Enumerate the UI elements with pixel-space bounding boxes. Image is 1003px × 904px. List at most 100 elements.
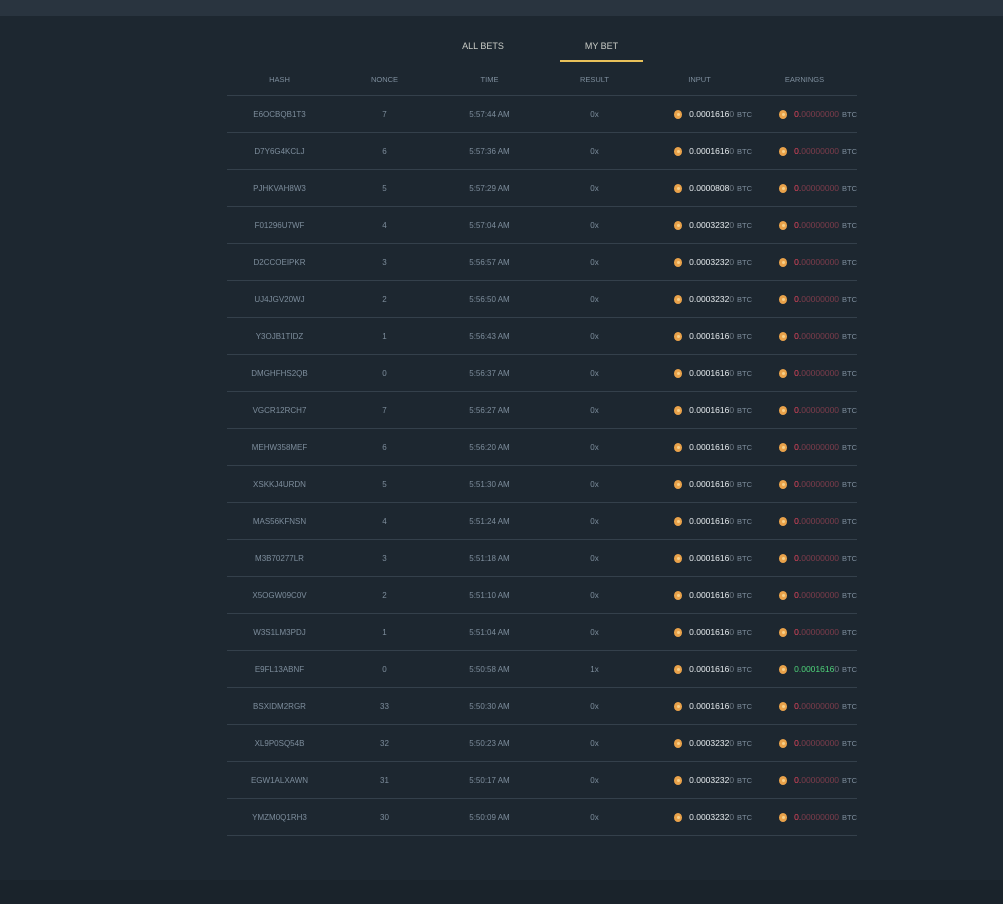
earnings-amount-tail: 00000000 (801, 627, 840, 637)
input-currency: BTC (737, 183, 752, 193)
hash-cell[interactable]: XL9P0SQ54B (254, 738, 305, 748)
hash-cell[interactable]: E6OCBQB1T3 (253, 109, 306, 119)
hash-cell[interactable]: W3S1LM3PDJ (253, 627, 306, 637)
nonce-cell: 3 (382, 553, 387, 563)
bitcoin-coin-icon (779, 368, 788, 378)
hash-cell[interactable]: D7Y6G4KCLJ (254, 146, 305, 156)
input-cell: 0.00016160 BTC (647, 516, 752, 526)
hash-cell[interactable]: E9FL13ABNF (254, 664, 305, 674)
hash-cell[interactable]: YMZM0Q1RH3 (252, 812, 307, 822)
earnings-cell: 0.00000000 BTC (752, 627, 857, 637)
bitcoin-coin-icon (779, 257, 788, 267)
hash-cell[interactable]: PJHKVAH8W3 (253, 183, 306, 193)
earnings-amount: 0.00000000 (794, 257, 842, 267)
hash-cell[interactable]: F01296U7WF (254, 220, 305, 230)
earnings-cell: 0.00016160 BTC (752, 664, 857, 674)
table-row[interactable]: E6OCBQB1T3 7 5:57:44 AM 0x 0.00016160 BT… (227, 96, 857, 133)
input-currency: BTC (737, 294, 752, 304)
earnings-amount-main: 0. (794, 701, 802, 711)
earnings-amount: 0.00000000 (794, 701, 842, 711)
earnings-amount: 0.00000000 (794, 812, 842, 822)
table-row[interactable]: W3S1LM3PDJ 1 5:51:04 AM 0x 0.00016160 BT… (227, 614, 857, 651)
table-row[interactable]: E9FL13ABNF 0 5:50:58 AM 1x 0.00016160 BT… (227, 651, 857, 688)
table-row[interactable]: D2CCOEIPKR 3 5:56:57 AM 0x 0.00032320 BT… (227, 244, 857, 281)
table-row[interactable]: MEHW358MEF 6 5:56:20 AM 0x 0.00016160 BT… (227, 429, 857, 466)
earnings-currency: BTC (842, 368, 857, 378)
input-cell: 0.00016160 BTC (647, 368, 752, 378)
hash-cell[interactable]: MAS56KFNSN (252, 516, 307, 526)
table-row[interactable]: XSKKJ4URDN 5 5:51:30 AM 0x 0.00016160 BT… (227, 466, 857, 503)
table-row[interactable]: XL9P0SQ54B 32 5:50:23 AM 0x 0.00032320 B… (227, 725, 857, 762)
earnings-currency: BTC (842, 775, 857, 785)
hash-cell[interactable]: DMGHFHS2QB (251, 368, 308, 378)
table-row[interactable]: YMZM0Q1RH3 30 5:50:09 AM 0x 0.00032320 B… (227, 799, 857, 836)
bitcoin-coin-icon (779, 405, 788, 415)
table-row[interactable]: D7Y6G4KCLJ 6 5:57:36 AM 0x 0.00016160 BT… (227, 133, 857, 170)
result-cell: 0x (590, 812, 599, 822)
table-row[interactable]: DMGHFHS2QB 0 5:56:37 AM 0x 0.00016160 BT… (227, 355, 857, 392)
hash-cell[interactable]: Y3OJB1TIDZ (255, 331, 304, 341)
table-row[interactable]: Y3OJB1TIDZ 1 5:56:43 AM 0x 0.00016160 BT… (227, 318, 857, 355)
input-amount: 0.00016160 (689, 331, 737, 341)
hash-cell[interactable]: X5OGW09C0V (252, 590, 307, 600)
earnings-currency: BTC (842, 701, 857, 711)
table-row[interactable]: VGCR12RCH7 7 5:56:27 AM 0x 0.00016160 BT… (227, 392, 857, 429)
bitcoin-coin-icon (674, 220, 683, 230)
hash-cell[interactable]: UJ4JGV20WJ (254, 294, 305, 304)
table-row[interactable]: EGW1ALXAWN 31 5:50:17 AM 0x 0.00032320 B… (227, 762, 857, 799)
input-currency: BTC (737, 368, 752, 378)
input-amount: 0.00032320 (689, 738, 737, 748)
earnings-amount: 0.00000000 (794, 331, 842, 341)
hash-cell[interactable]: VGCR12RCH7 (252, 405, 307, 415)
tab-all-bets[interactable]: ALL BETS (462, 41, 504, 51)
earnings-currency: BTC (842, 257, 857, 267)
table-row[interactable]: UJ4JGV20WJ 2 5:56:50 AM 0x 0.00032320 BT… (227, 281, 857, 318)
table-row[interactable]: F01296U7WF 4 5:57:04 AM 0x 0.00032320 BT… (227, 207, 857, 244)
earnings-amount: 0.00000000 (794, 738, 842, 748)
time-cell: 5:51:30 AM (469, 479, 510, 489)
result-cell: 0x (590, 775, 599, 785)
result-cell: 0x (590, 405, 599, 415)
input-cell: 0.00016160 BTC (647, 146, 752, 156)
input-amount-main: 0.0001616 (689, 479, 730, 489)
hash-cell[interactable]: EGW1ALXAWN (250, 775, 309, 785)
bitcoin-coin-icon (779, 479, 788, 489)
input-amount-tail: 0 (729, 405, 735, 415)
hash-cell[interactable]: D2CCOEIPKR (253, 257, 306, 267)
bitcoin-coin-icon (674, 738, 683, 748)
table-header: HASH NONCE TIME RESULT INPUT EARNINGS (227, 63, 857, 96)
table-body: E6OCBQB1T3 7 5:57:44 AM 0x 0.00016160 BT… (227, 96, 857, 836)
hash-cell[interactable]: BSXIDM2RGR (253, 701, 306, 711)
table-row[interactable]: M3B70277LR 3 5:51:18 AM 0x 0.00016160 BT… (227, 540, 857, 577)
input-cell: 0.00032320 BTC (647, 775, 752, 785)
earnings-cell: 0.00000000 BTC (752, 590, 857, 600)
table-row[interactable]: X5OGW09C0V 2 5:51:10 AM 0x 0.00016160 BT… (227, 577, 857, 614)
hash-cell[interactable]: MEHW358MEF (251, 442, 308, 452)
earnings-cell: 0.00000000 BTC (752, 109, 857, 119)
earnings-currency: BTC (842, 479, 857, 489)
input-amount: 0.00016160 (689, 553, 737, 563)
hash-cell[interactable]: XSKKJ4URDN (253, 479, 306, 489)
table-row[interactable]: PJHKVAH8W3 5 5:57:29 AM 0x 0.00008080 BT… (227, 170, 857, 207)
hash-cell[interactable]: M3B70277LR (255, 553, 304, 563)
input-amount-main: 0.0001616 (689, 516, 730, 526)
bitcoin-coin-icon (674, 701, 683, 711)
bitcoin-coin-icon (779, 442, 788, 452)
input-amount: 0.00016160 (689, 109, 737, 119)
input-cell: 0.00016160 BTC (647, 479, 752, 489)
earnings-amount-main: 0. (794, 220, 802, 230)
bitcoin-coin-icon (674, 442, 683, 452)
result-cell: 0x (590, 109, 599, 119)
result-cell: 0x (590, 257, 599, 267)
table-row[interactable]: BSXIDM2RGR 33 5:50:30 AM 0x 0.00016160 B… (227, 688, 857, 725)
input-amount-tail: 0 (729, 183, 735, 193)
earnings-amount-main: 0. (794, 146, 802, 156)
table-row[interactable]: MAS56KFNSN 4 5:51:24 AM 0x 0.00016160 BT… (227, 503, 857, 540)
earnings-amount: 0.00000000 (794, 405, 842, 415)
time-cell: 5:57:04 AM (469, 220, 510, 230)
earnings-amount-main: 0. (794, 590, 802, 600)
tab-my-bet[interactable]: MY BET (560, 34, 643, 62)
input-amount-main: 0.0001616 (689, 664, 730, 674)
time-cell: 5:50:17 AM (469, 775, 510, 785)
input-amount-main: 0.0001616 (689, 109, 730, 119)
